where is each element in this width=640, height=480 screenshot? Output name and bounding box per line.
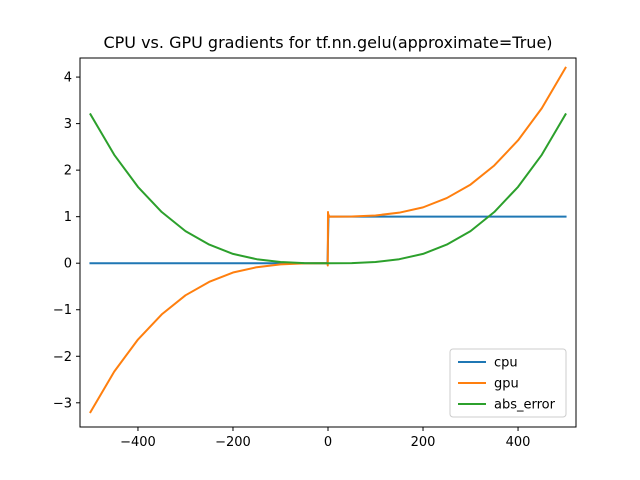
legend-label-cpu: cpu xyxy=(494,356,518,371)
x-tick-label: 200 xyxy=(411,435,436,450)
y-tick-label: 2 xyxy=(64,164,72,179)
series-line-abs-error xyxy=(89,112,567,265)
x-tick-label: 400 xyxy=(506,435,531,450)
y-tick-label: −3 xyxy=(53,396,72,411)
x-tick-label: 0 xyxy=(324,435,332,450)
y-tick-label: 1 xyxy=(64,210,72,225)
series-line-gpu xyxy=(89,66,567,414)
legend-box xyxy=(449,348,567,418)
y-tick-label: 0 xyxy=(64,257,72,272)
plot-area: −400 −200 0 200 400 −3 −2 −1 0 1 2 3 4 xyxy=(53,57,577,450)
y-tick-label: −2 xyxy=(53,350,72,365)
y-tick-label: 4 xyxy=(64,71,72,86)
x-tick-label: −200 xyxy=(215,435,251,450)
y-tick-label: 3 xyxy=(64,117,72,132)
legend: cpu gpu abs_error xyxy=(449,348,567,418)
legend-label-abs-error: abs_error xyxy=(494,398,556,413)
legend-label-gpu: gpu xyxy=(494,377,519,392)
x-tick-label: −400 xyxy=(120,435,156,450)
chart-title: CPU vs. GPU gradients for tf.nn.gelu(app… xyxy=(103,33,552,52)
y-tick-label: −1 xyxy=(53,303,72,318)
